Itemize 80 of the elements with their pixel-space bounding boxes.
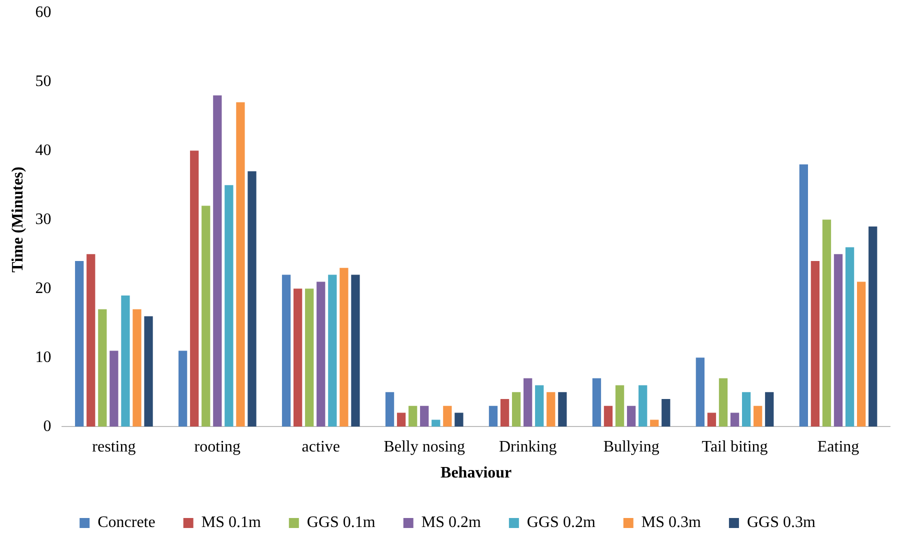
bar <box>385 392 394 427</box>
bar <box>626 406 636 427</box>
bar <box>730 412 740 427</box>
bar <box>340 268 348 427</box>
legend-label: MS 0.3m <box>641 514 702 532</box>
x-tick-label: Bullying <box>603 438 660 456</box>
y-axis-title: Time (Minutes) <box>10 166 27 273</box>
bar <box>512 392 521 427</box>
bar <box>86 254 96 427</box>
bar <box>718 378 728 427</box>
y-tick-label: 10 <box>35 348 52 366</box>
bar <box>178 350 188 427</box>
bar <box>822 220 832 427</box>
bar <box>488 406 498 427</box>
legend-label: MS 0.2m <box>421 514 482 532</box>
bar <box>190 150 199 427</box>
y-tick-label: 50 <box>35 72 52 90</box>
bar <box>615 385 624 427</box>
bar <box>213 95 222 427</box>
bar <box>604 406 613 427</box>
bar <box>98 309 107 427</box>
bar <box>650 420 659 427</box>
bar <box>144 316 153 427</box>
x-axis-title: Behaviour <box>440 464 512 482</box>
bar <box>546 392 556 427</box>
bar <box>202 206 210 427</box>
bar <box>294 288 302 427</box>
bar <box>328 274 337 427</box>
bar <box>132 309 142 427</box>
bar <box>857 282 866 427</box>
bar <box>799 164 808 427</box>
legend-label: GGS 0.2m <box>526 514 596 532</box>
y-tick-label: 40 <box>35 142 52 159</box>
bar <box>845 247 854 427</box>
bar <box>420 406 429 427</box>
bar <box>558 392 567 427</box>
bar <box>305 288 314 427</box>
bar <box>236 102 245 427</box>
y-tick-label: 30 <box>35 210 52 228</box>
bar <box>443 406 452 427</box>
bar <box>765 392 774 427</box>
bar <box>110 350 118 427</box>
bar <box>248 171 256 427</box>
x-tick-label: Drinking <box>498 438 557 456</box>
legend-label: GGS 0.3m <box>746 514 816 532</box>
bar <box>834 254 843 427</box>
bar <box>454 412 464 427</box>
bar <box>707 412 716 427</box>
x-tick-label: rooting <box>194 438 241 456</box>
bar <box>742 392 751 427</box>
x-tick-label: active <box>302 438 340 456</box>
legend-label: MS 0.1m <box>201 514 262 532</box>
x-tick-label: Tail biting <box>702 438 768 456</box>
x-tick-label: Eating <box>817 438 860 456</box>
bar <box>662 399 670 427</box>
x-tick-label: resting <box>92 438 136 456</box>
bar <box>592 378 602 427</box>
bar <box>810 261 820 427</box>
y-tick-label: 60 <box>35 4 52 21</box>
bar <box>500 399 510 427</box>
bar <box>524 378 532 427</box>
bar <box>75 261 84 427</box>
bar <box>432 420 440 427</box>
bar <box>282 274 291 427</box>
legend-label: Concrete <box>98 514 156 532</box>
bar <box>316 282 326 427</box>
legend-label: GGS 0.1m <box>306 514 376 532</box>
bar <box>351 274 360 427</box>
x-tick-label: Belly nosing <box>384 438 466 456</box>
bar <box>121 296 130 427</box>
bar <box>868 226 878 427</box>
y-tick-label: 20 <box>35 280 52 297</box>
bar <box>224 185 234 427</box>
bar <box>696 358 705 427</box>
bar <box>408 406 418 427</box>
bar <box>535 385 544 427</box>
bar <box>638 385 648 427</box>
bar <box>754 406 762 427</box>
y-tick-label: 0 <box>43 418 52 435</box>
bar <box>396 412 406 427</box>
